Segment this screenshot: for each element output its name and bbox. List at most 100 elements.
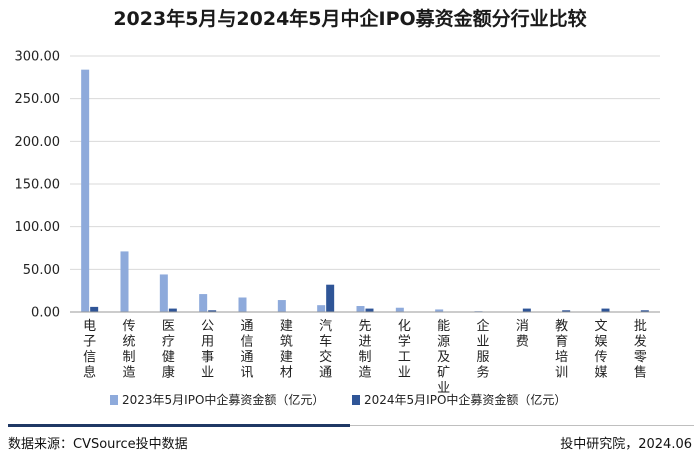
bar-2023	[199, 294, 208, 312]
x-tick-char: 进	[358, 335, 371, 350]
legend-swatch	[352, 395, 360, 405]
bar-2024	[326, 284, 335, 312]
x-tick-char: 及	[437, 350, 450, 365]
footer-source: 数据来源：CVSource投中数据	[8, 436, 188, 452]
x-tick-char: 车	[319, 334, 332, 350]
x-tick-char: 训	[555, 366, 568, 381]
x-tick-char: 消	[516, 319, 529, 334]
x-tick-char: 造	[122, 366, 135, 381]
x-tick-char: 交	[319, 349, 332, 365]
bar-2023	[435, 309, 444, 312]
footer-credit: 投中研究院，2024.06	[560, 436, 692, 452]
x-tick-char: 业	[476, 335, 489, 350]
legend-label: 2023年5月IPO中企募资金额（亿元）	[122, 392, 324, 407]
x-tick-char: 通	[319, 366, 332, 381]
x-tick-char: 制	[358, 350, 371, 365]
x-tick-char: 费	[516, 335, 529, 350]
legend: 2023年5月IPO中企募资金额（亿元） 2024年5月IPO中企募资金额（亿元）	[110, 392, 566, 407]
bars	[81, 69, 649, 312]
x-tick-char: 娱	[594, 335, 607, 350]
chart-title: 2023年5月与2024年5月中企IPO募资金额分行业比较	[113, 7, 586, 30]
x-axis: 电子信息传统制造医疗健康公用事业通信通讯建筑建材汽车交通先进制造化学工业能源及矿…	[70, 311, 660, 396]
x-tick-char: 业	[201, 366, 214, 381]
y-axis: 0.00 50.00 100.00 150.00 200.00 250.00 300.00	[15, 50, 61, 321]
bar-2023	[317, 305, 326, 312]
x-tick-char: 材	[280, 366, 293, 381]
x-tick-char: 业	[437, 381, 450, 396]
x-tick-char: 建	[280, 350, 293, 365]
x-tick-char: 源	[437, 335, 450, 350]
x-tick-char: 批	[634, 319, 647, 334]
y-tick-label: 100.00	[15, 220, 61, 235]
x-tick-char: 讯	[240, 366, 253, 381]
x-tick-char: 育	[555, 334, 568, 350]
legend-label: 2024年5月IPO中企募资金额（亿元）	[364, 392, 566, 407]
x-tick-char: 媒	[594, 366, 607, 381]
gridlines	[70, 55, 660, 270]
bar-2024	[522, 308, 531, 312]
x-tick-char: 企	[476, 318, 489, 334]
bar-2024	[208, 310, 217, 312]
x-tick-char: 制	[122, 350, 135, 365]
bar-2023	[356, 306, 365, 312]
x-tick-char: 发	[634, 334, 647, 350]
x-tick-char: 能	[437, 319, 450, 334]
bar-2023	[277, 300, 286, 312]
bar-2023	[159, 274, 168, 312]
bar-2024	[168, 308, 177, 312]
x-tick-char: 学	[398, 334, 411, 350]
bar-2023	[81, 69, 90, 312]
bar-2024	[365, 308, 374, 312]
x-tick-char: 教	[555, 318, 568, 334]
x-tick-char: 先	[358, 319, 371, 334]
x-tick-char: 建	[280, 319, 293, 334]
y-tick-label: 250.00	[15, 92, 61, 107]
x-tick-char: 疗	[162, 335, 175, 350]
x-tick-char: 服	[476, 350, 489, 365]
x-tick-char: 矿	[437, 366, 450, 381]
x-tick-char: 售	[634, 365, 647, 381]
x-tick-char: 统	[122, 335, 135, 350]
x-tick-char: 化	[398, 319, 411, 334]
bar-2023	[238, 297, 247, 312]
x-tick-char: 通	[240, 319, 253, 334]
x-tick-char: 电	[83, 319, 96, 334]
x-tick-char: 务	[476, 365, 489, 381]
x-tick-char: 信	[240, 335, 253, 350]
bar-2024	[640, 310, 649, 312]
x-tick-char: 健	[162, 350, 175, 365]
x-tick-char: 造	[358, 366, 371, 381]
x-tick-char: 用	[201, 335, 214, 350]
y-tick-label: 50.00	[23, 263, 60, 278]
x-tick-char: 医	[162, 319, 175, 334]
x-tick-char: 通	[240, 350, 253, 365]
bar-2024	[562, 310, 571, 312]
y-tick-label: 0.00	[31, 306, 60, 321]
x-tick-char: 公	[201, 319, 214, 334]
footer: 数据来源：CVSource投中数据 投中研究院，2024.06	[8, 424, 694, 452]
x-tick-char: 文	[594, 319, 607, 334]
x-tick-char: 传	[122, 319, 135, 334]
bar-2023	[120, 251, 129, 312]
x-tick-label: 消费	[516, 319, 529, 350]
x-tick-char: 子	[83, 335, 96, 350]
y-tick-label: 300.00	[15, 50, 61, 65]
x-tick-char: 业	[398, 366, 411, 381]
x-tick-char: 工	[398, 350, 411, 365]
footer-accent-bar	[8, 424, 350, 427]
legend-swatch	[110, 395, 118, 405]
bar-2023	[395, 307, 404, 312]
